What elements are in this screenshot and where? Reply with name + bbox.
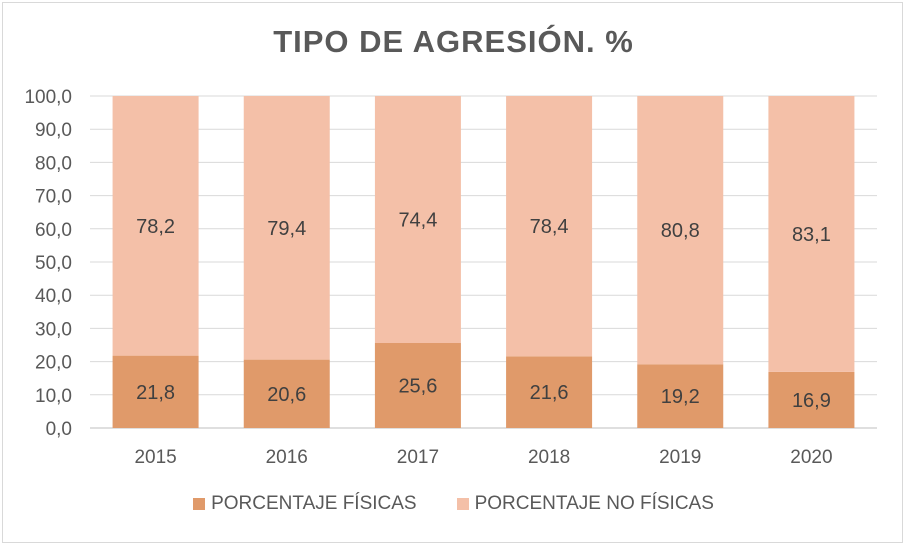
x-tick-label: 2015 <box>134 447 176 468</box>
y-tick-label: 40,0 <box>35 286 72 307</box>
legend: PORCENTAJE FÍSICAS PORCENTAJE NO FÍSICAS <box>0 493 907 515</box>
x-tick-label: 2016 <box>266 447 308 468</box>
data-label: 25,6 <box>398 376 437 398</box>
y-tick-label: 60,0 <box>35 220 72 241</box>
data-label: 21,8 <box>136 382 175 404</box>
data-label: 20,6 <box>267 384 306 406</box>
bar-fisicas <box>768 371 855 428</box>
bar-no-fisicas <box>374 96 461 344</box>
data-label: 78,4 <box>530 216 569 238</box>
legend-swatch-no-fisicas <box>456 498 469 510</box>
y-tick-label: 30,0 <box>35 319 72 340</box>
data-label: 80,8 <box>661 220 700 242</box>
x-tick-label: 2018 <box>528 447 570 468</box>
bar-fisicas <box>637 364 724 428</box>
legend-swatch-fisicas <box>193 498 206 510</box>
legend-item-no-fisicas: PORCENTAJE NO FÍSICAS <box>456 493 714 515</box>
y-tick-label: 70,0 <box>35 187 72 208</box>
data-label: 19,2 <box>661 386 700 408</box>
bar-no-fisicas <box>637 96 724 365</box>
bar-no-fisicas <box>768 96 855 372</box>
bar-no-fisicas <box>243 96 330 360</box>
data-label: 21,6 <box>530 382 569 404</box>
chart-title: TIPO DE AGRESIÓN. % <box>273 24 634 59</box>
x-tick-label: 2020 <box>790 447 832 468</box>
data-label: 74,4 <box>398 210 437 232</box>
y-tick-label: 100,0 <box>24 87 72 108</box>
bar-fisicas <box>506 356 593 428</box>
y-tick-label: 20,0 <box>35 353 72 374</box>
data-label: 83,1 <box>792 224 831 246</box>
data-label: 16,9 <box>792 390 831 412</box>
legend-label-fisicas: PORCENTAJE FÍSICAS <box>211 493 417 514</box>
data-label: 78,2 <box>136 216 175 238</box>
legend-label-no-fisicas: PORCENTAJE NO FÍSICAS <box>474 493 714 514</box>
legend-item-fisicas: PORCENTAJE FÍSICAS <box>193 493 417 515</box>
x-tick-label: 2019 <box>659 447 701 468</box>
y-tick-label: 0,0 <box>46 419 72 440</box>
bar-no-fisicas <box>506 96 593 357</box>
bar-fisicas <box>243 359 330 428</box>
bar-no-fisicas <box>112 96 199 356</box>
y-tick-label: 50,0 <box>35 253 72 274</box>
data-label: 79,4 <box>267 218 306 240</box>
y-tick-label: 10,0 <box>35 386 72 407</box>
y-tick-label: 80,0 <box>35 153 72 174</box>
y-tick-label: 90,0 <box>35 120 72 141</box>
x-tick-label: 2017 <box>397 447 439 468</box>
bar-fisicas <box>374 343 461 428</box>
bar-fisicas <box>112 355 199 428</box>
